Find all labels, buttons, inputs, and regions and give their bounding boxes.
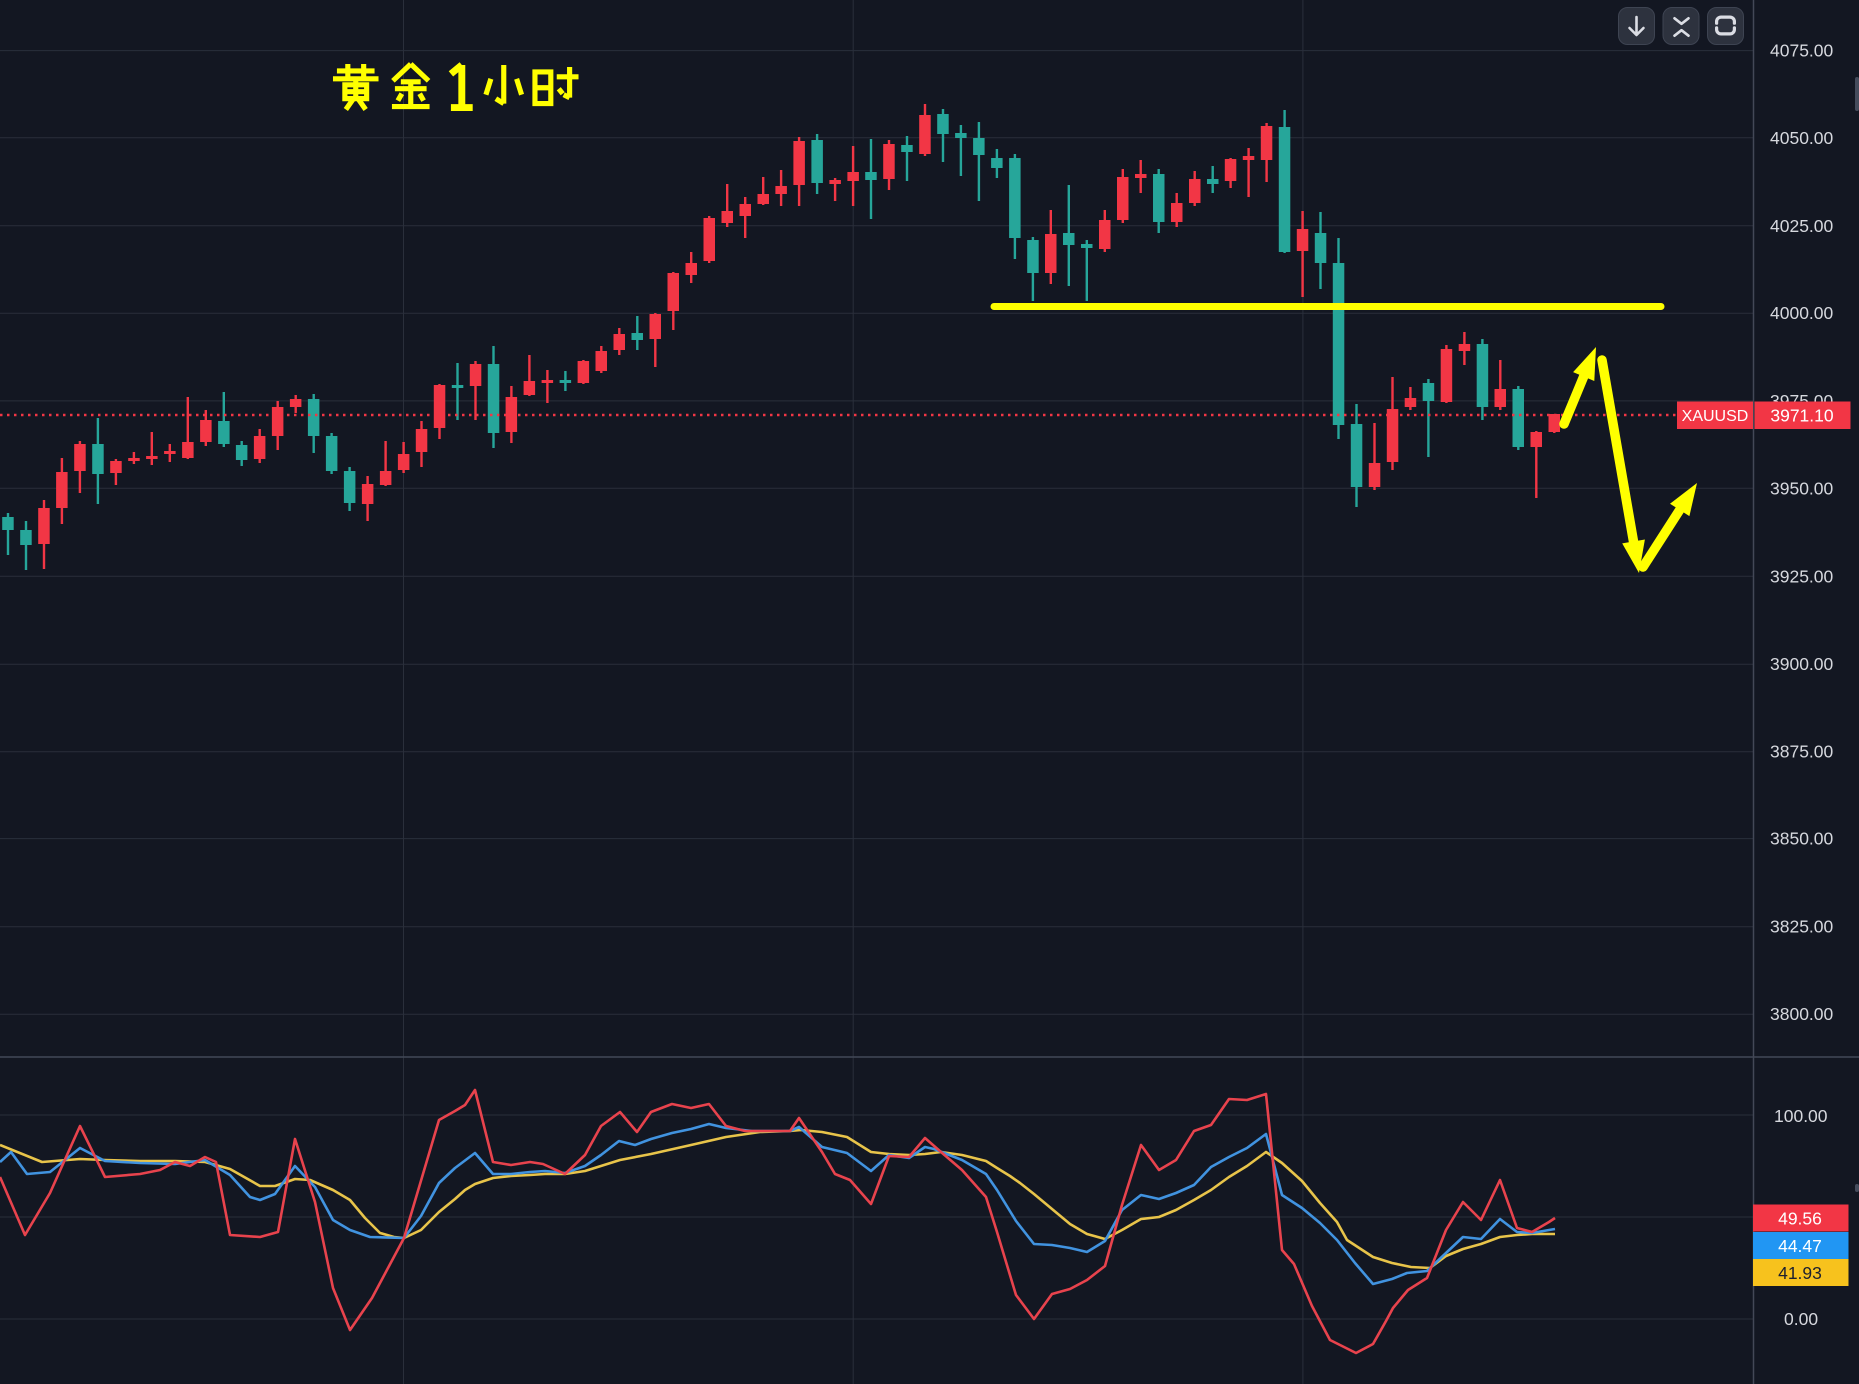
svg-text:3950.00: 3950.00	[1770, 478, 1834, 498]
svg-text:3925.00: 3925.00	[1770, 566, 1834, 586]
svg-text:0.00: 0.00	[1784, 1309, 1818, 1329]
svg-text:44.47: 44.47	[1778, 1236, 1822, 1256]
svg-text:4075.00: 4075.00	[1770, 41, 1834, 61]
svg-text:3875.00: 3875.00	[1770, 742, 1834, 762]
svg-text:4050.00: 4050.00	[1770, 128, 1834, 148]
svg-text:4000.00: 4000.00	[1770, 303, 1834, 323]
svg-text:3850.00: 3850.00	[1770, 829, 1834, 849]
svg-text:3971.10: 3971.10	[1770, 406, 1834, 426]
svg-text:4025.00: 4025.00	[1770, 216, 1834, 236]
svg-text:XAUUSD: XAUUSD	[1682, 408, 1749, 425]
svg-text:3825.00: 3825.00	[1770, 917, 1834, 937]
svg-text:100.00: 100.00	[1774, 1106, 1828, 1126]
svg-text:3800.00: 3800.00	[1770, 1004, 1834, 1024]
svg-text:41.93: 41.93	[1778, 1263, 1822, 1283]
svg-text:3900.00: 3900.00	[1770, 654, 1834, 674]
svg-text:49.56: 49.56	[1778, 1209, 1822, 1229]
